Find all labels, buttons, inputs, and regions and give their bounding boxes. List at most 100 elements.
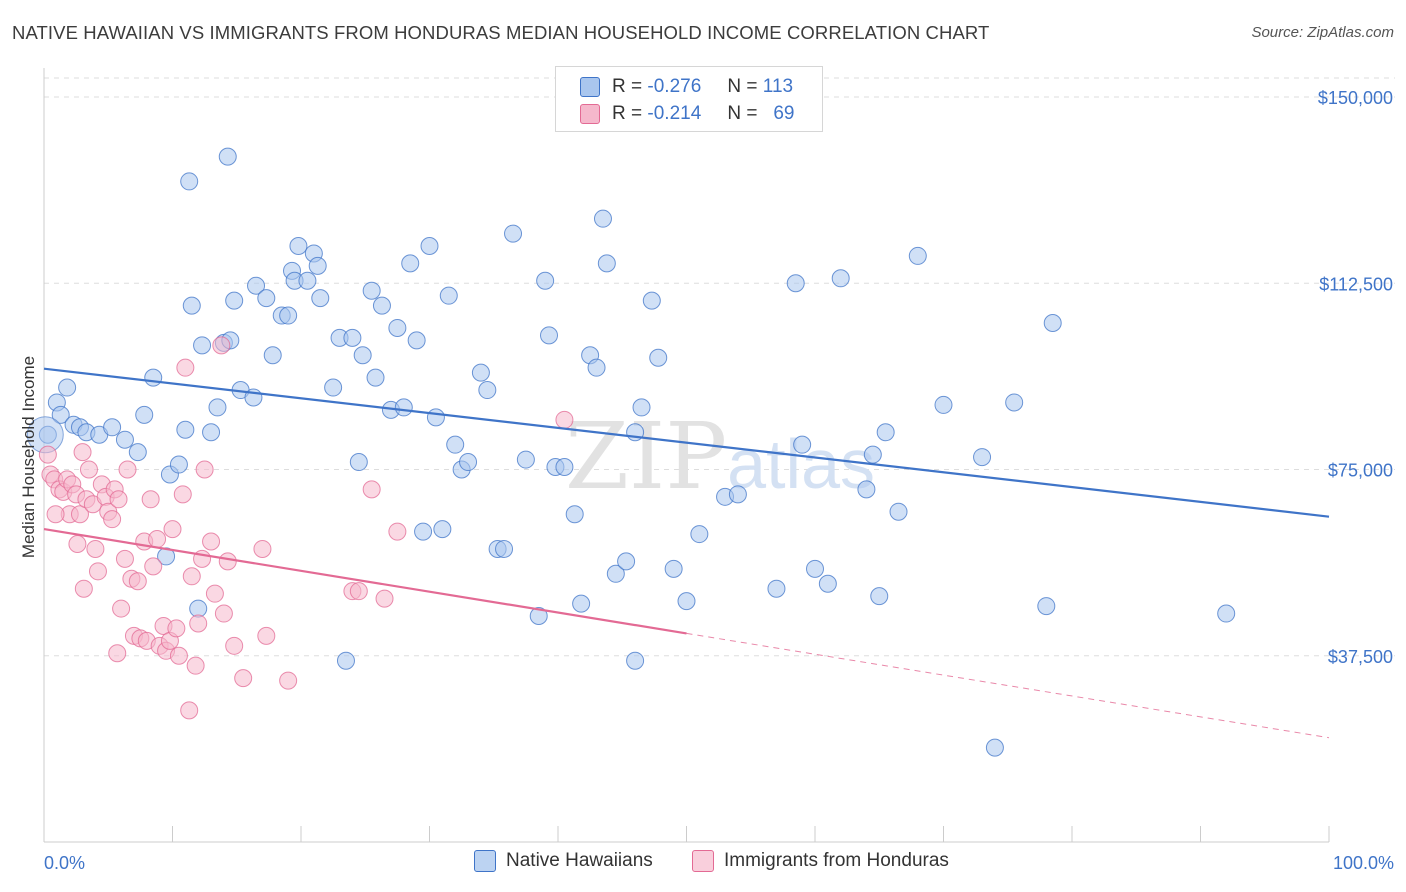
data-point: [786, 274, 805, 293]
legend-n-value: 113: [762, 76, 794, 97]
data-point: [103, 510, 122, 529]
data-point: [115, 549, 134, 568]
data-point: [253, 539, 272, 558]
data-point: [934, 395, 953, 414]
data-point: [587, 358, 606, 377]
legend-row-pink: R = -0.214 N = 69: [580, 101, 794, 127]
data-point: [831, 269, 850, 288]
legend-swatch-pink: [580, 104, 600, 124]
data-point: [103, 418, 122, 437]
legend-r-value: -0.276: [647, 76, 702, 97]
data-point: [540, 326, 559, 345]
data-point: [205, 584, 224, 603]
data-point: [225, 291, 244, 310]
trend-lines: [43, 367, 1330, 739]
legend-r-label: R =: [612, 76, 643, 97]
data-point: [189, 614, 208, 633]
legend-n-label: N =: [727, 103, 758, 124]
y-tick-label: $37,500: [1328, 647, 1393, 667]
data-point: [169, 646, 188, 665]
data-point: [767, 579, 786, 598]
data-point: [565, 505, 584, 524]
data-point: [128, 572, 147, 591]
data-point: [343, 328, 362, 347]
data-point: [202, 423, 221, 442]
data-point: [433, 520, 452, 539]
data-point: [632, 398, 651, 417]
data-point: [257, 289, 276, 308]
data-point: [324, 378, 343, 397]
y-tick-labels: $37,500 $75,000 $112,500 $150,000: [1318, 88, 1393, 667]
data-point: [128, 443, 147, 462]
data-point: [1217, 604, 1236, 623]
data-point: [79, 460, 98, 479]
data-point: [459, 453, 478, 472]
data-point: [51, 405, 70, 424]
x-tick-label-min: 0.0%: [44, 853, 85, 873]
y-tick-label: $75,000: [1328, 461, 1393, 481]
data-point: [375, 589, 394, 608]
data-point: [298, 271, 317, 290]
data-point: [876, 423, 895, 442]
data-point: [1037, 597, 1056, 616]
data-point: [176, 420, 195, 439]
data-point: [362, 480, 381, 499]
legend-r-label: R =: [612, 103, 643, 124]
data-point: [70, 505, 89, 524]
data-point: [68, 535, 87, 553]
data-point: [388, 522, 407, 541]
data-point: [372, 296, 391, 315]
series-immigrants-honduras: [38, 336, 574, 720]
legend-item-immigrants-honduras: Immigrants from Honduras: [692, 850, 949, 872]
x-tick-label-max: 100.0%: [1333, 853, 1394, 873]
data-point: [135, 405, 154, 424]
data-point: [349, 582, 368, 601]
data-point: [529, 607, 548, 626]
data-point: [182, 296, 201, 315]
data-point: [279, 306, 298, 325]
data-point: [407, 331, 426, 350]
grid-lines: [44, 77, 1395, 657]
data-point: [504, 224, 523, 243]
data-point: [214, 604, 233, 623]
data-point: [311, 289, 330, 308]
data-point: [115, 430, 134, 449]
data-point: [58, 378, 77, 397]
series-legend: Native Hawaiians Immigrants from Hondura…: [0, 850, 1406, 880]
trend-line-immigrants-honduras: [43, 528, 687, 635]
legend-swatch-immigrants-honduras: [692, 850, 714, 872]
data-point: [478, 381, 497, 400]
data-point: [86, 539, 105, 558]
data-point: [257, 626, 276, 645]
data-point: [973, 448, 992, 467]
data-point: [109, 490, 128, 509]
data-point: [870, 587, 889, 606]
data-point: [73, 443, 92, 462]
data-point: [597, 254, 616, 273]
data-point: [516, 450, 535, 469]
data-point: [46, 505, 65, 524]
data-point: [1043, 313, 1062, 332]
data-point: [144, 368, 163, 387]
data-point: [366, 368, 385, 387]
legend-r-value: -0.214: [647, 103, 702, 124]
data-point: [414, 522, 433, 541]
data-point: [176, 358, 195, 377]
data-point: [163, 520, 182, 539]
legend-n-value: 69: [773, 103, 795, 124]
data-point: [279, 671, 298, 690]
data-point: [728, 485, 747, 504]
data-point: [247, 276, 266, 295]
data-point: [308, 256, 327, 275]
data-point: [426, 408, 445, 427]
data-point: [536, 271, 555, 290]
data-point: [394, 398, 413, 417]
data-point: [555, 410, 574, 429]
data-point: [857, 480, 876, 499]
data-point: [555, 458, 574, 477]
data-point: [606, 564, 625, 583]
data-point: [118, 460, 137, 479]
legend-label-immigrants-honduras: Immigrants from Honduras: [724, 850, 949, 871]
data-point: [985, 738, 1004, 757]
